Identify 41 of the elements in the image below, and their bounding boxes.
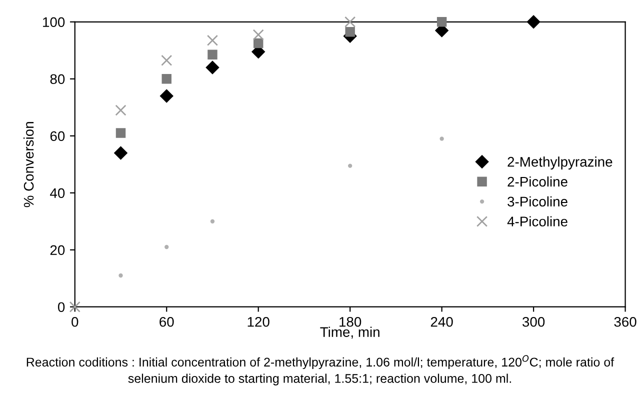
y-tick-label: 60: [50, 131, 65, 142]
x-tick-label: 240: [430, 316, 453, 327]
point: [162, 74, 172, 84]
legend-label: 2-Methylpyrazine: [508, 156, 612, 170]
x-tick-label: 60: [160, 316, 174, 327]
y-tick-label: 100: [43, 17, 65, 28]
point: [69, 301, 80, 312]
point: [114, 146, 128, 160]
point: [160, 89, 174, 103]
point: [206, 60, 220, 74]
point: [436, 17, 447, 27]
point: [345, 27, 355, 37]
point: [208, 50, 218, 60]
point: [440, 136, 444, 141]
point: [526, 15, 540, 28]
legend-label: 2-Picoline: [508, 176, 568, 187]
legend-label: 4-Picoline: [507, 216, 568, 226]
point: [210, 219, 215, 224]
x-axis-title: Time, min: [320, 326, 380, 339]
y-axis-title: % Conversion: [23, 122, 34, 208]
point: [116, 128, 126, 138]
legend-label: 3-Picoline: [508, 196, 568, 207]
point: [252, 29, 264, 40]
x-tick-label: 0: [72, 316, 78, 327]
point: [206, 34, 218, 46]
y-tick-label: 0: [58, 302, 65, 312]
point: [253, 38, 264, 48]
y-tick-label: 20: [50, 245, 65, 256]
y-tick-label: 40: [50, 188, 65, 198]
x-tick-label: 120: [248, 316, 270, 327]
point: [348, 164, 352, 168]
point: [344, 16, 356, 28]
point: [161, 54, 172, 66]
y-tick-label: 80: [50, 74, 65, 84]
point: [118, 273, 123, 278]
point: [115, 104, 126, 116]
text: Reaction coditions : Initial concentration of 2-methylpyrazine, 1.06 mol/l; temperature, 120$^{O}$C; mole ratio of selenium dioxide to starting material, 1.55:1; reaction volume, 100 ml.: [26, 355, 614, 386]
x-tick-label: 180: [340, 316, 362, 327]
point: [164, 244, 169, 250]
x-tick-label: 360: [614, 316, 636, 327]
x-tick-label: 300: [522, 316, 545, 327]
